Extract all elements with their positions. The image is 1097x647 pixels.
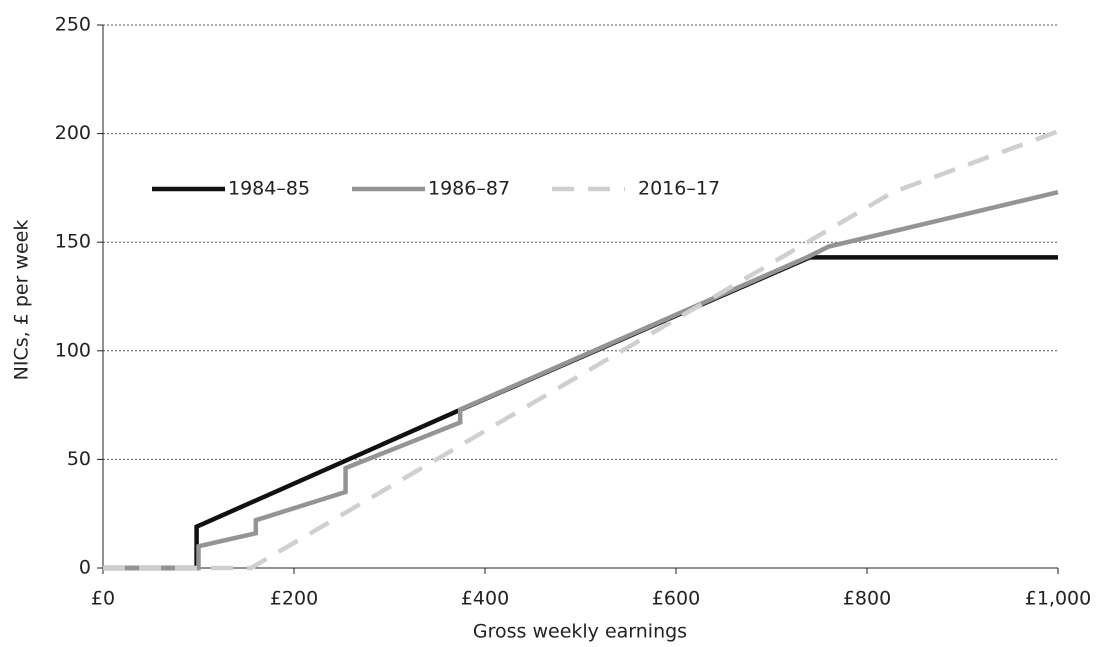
- legend-label: 2016–17: [638, 178, 720, 200]
- legend-label: 1984–85: [228, 178, 310, 200]
- series-line: [103, 190, 1059, 571]
- y-tick-label: 50: [67, 448, 91, 470]
- series-line: [103, 129, 1059, 571]
- x-tick-label: £1,000: [1025, 588, 1091, 610]
- y-tick-label: 0: [79, 557, 91, 579]
- x-tick-label: £200: [270, 588, 318, 610]
- y-axis-label: NICs, £ per week: [11, 220, 33, 381]
- x-axis-label: Gross weekly earnings: [473, 621, 687, 643]
- legend-label: 1986–87: [428, 178, 510, 200]
- series-line: [103, 255, 1058, 571]
- y-tick-label: 100: [55, 339, 91, 361]
- x-tick-label: £600: [652, 588, 700, 610]
- x-tick-label: £400: [461, 588, 509, 610]
- y-tick-label: 150: [55, 231, 91, 253]
- x-tick-label: £800: [843, 588, 891, 610]
- y-tick-label: 250: [55, 14, 91, 36]
- x-tick-label: £0: [91, 588, 115, 610]
- y-tick-label: 200: [55, 122, 91, 144]
